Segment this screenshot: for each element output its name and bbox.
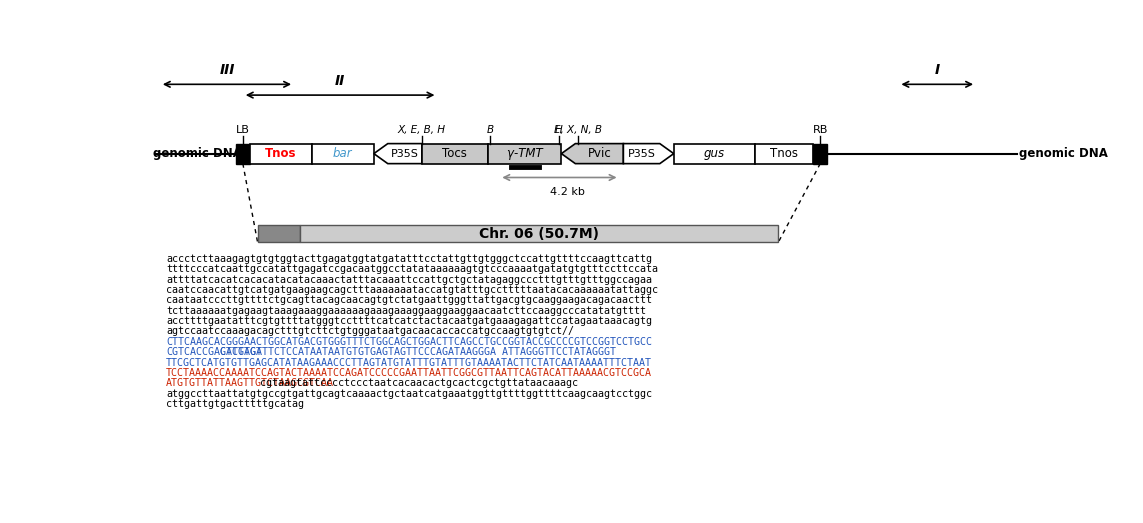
Text: Tocs: Tocs	[442, 147, 467, 160]
Bar	[756, 144, 814, 164]
Bar	[422, 144, 488, 164]
Text: P35S: P35S	[628, 149, 656, 158]
Text: CGTCACCGAGATTTGA: CGTCACCGAGATTTGA	[166, 347, 262, 357]
Text: Tnos: Tnos	[265, 147, 296, 160]
Bar	[814, 144, 828, 164]
Bar	[312, 144, 374, 164]
Bar	[301, 225, 778, 242]
Text: TCCTAAAACCAAAATCCAGTACTAAAATCCAGATCCCCCGAATTAATTCGGCGTTAATTCAGTACATTAAAAACGTCCGC: TCCTAAAACCAAAATCCAGTACTAAAATCCAGATCCCCCG…	[166, 368, 653, 378]
Text: caataatcccttgttttctgcagttacagcaacagtgtctatgaattgggttattgacgtgcaaggaagacagacaactt: caataatcccttgttttctgcagttacagcaacagtgtct…	[166, 295, 653, 305]
Text: E, X, N, B: E, X, N, B	[554, 125, 602, 135]
Text: RB: RB	[813, 125, 828, 135]
Text: II: II	[335, 74, 345, 88]
Text: 4.2 kb: 4.2 kb	[550, 187, 584, 197]
Bar	[250, 144, 312, 164]
Text: atggccttaattatgtgccgtgattgcagtcaaaactgctaatcatgaaatggttgttttggttttcaagcaagtcctgg: atggccttaattatgtgccgtgattgcagtcaaaactgct…	[166, 389, 653, 399]
Text: caatccaacattgtcatgatgaagaagcagctttaaaaaaataccatgtatttgcctttttaatacacaaaaaatattag: caatccaacattgtcatgatgaagaagcagctttaaaaaa…	[166, 285, 658, 295]
Text: X, E, B, H: X, E, B, H	[398, 125, 446, 135]
Text: attttatcacatcacacatacatacaaactatttacaaattccattgctgctatagaggccctttgtttgtttggccaga: attttatcacatcacacatacatacaaactatttacaaat…	[166, 275, 653, 285]
Polygon shape	[561, 144, 623, 164]
Text: Pvic: Pvic	[588, 147, 612, 160]
Text: LB: LB	[235, 125, 250, 135]
Text: bar: bar	[333, 147, 353, 160]
Text: tcttaaaaaatgagaagtaaagaaaggaaaaaagaaagaaaggaaggaaggaacaatcttccaaggcccatatatgtttt: tcttaaaaaatgagaagtaaagaaaggaaaaaagaaagaa…	[166, 306, 646, 316]
Polygon shape	[374, 144, 422, 164]
Text: accctcttaaagagtgtgtggtacttgagatggtatgatatttcctattgttgtgggctccattgttttccaagttcatt: accctcttaaagagtgtgtggtacttgagatggtatgata…	[166, 254, 653, 264]
Polygon shape	[623, 144, 673, 164]
Text: agtccaatccaaagacagctttgtcttctgtgggataatgacaacaccaccatgccaagtgtgtct//: agtccaatccaaagacagctttgtcttctgtgggataatg…	[166, 326, 574, 336]
Bar	[488, 144, 561, 164]
Text: ttttcccatcaattgccatattgagatccgacaatggcctatataaaaaagtgtcccaaaatgatatgtgtttccttcca: ttttcccatcaattgccatattgagatccgacaatggcct…	[166, 264, 658, 274]
Text: H: H	[555, 125, 562, 135]
Text: cgtaagtattcccctccctaatcacaacactgcactcgctgttataacaaagc: cgtaagtattcccctccctaatcacaacactgcactcgct…	[261, 379, 578, 389]
Text: P35S: P35S	[391, 149, 418, 158]
Text: gus: gus	[704, 147, 725, 160]
Bar	[673, 144, 756, 164]
Text: ATGTGTTATTAAGTTGTCTAAGCGTCAA: ATGTGTTATTAAGTTGTCTAAGCGTCAA	[166, 379, 334, 389]
Text: accttttgaatatttcgtgttttatgggtccttttcatcatctactacaatgatgaaagagattccatagaataaacagt: accttttgaatatttcgtgttttatgggtccttttcatca…	[166, 316, 653, 326]
Text: γ-​TMT: γ-​TMT	[506, 147, 543, 160]
Text: cttgattgtgactttttgcatag: cttgattgtgactttttgcatag	[166, 399, 304, 410]
Bar	[257, 225, 301, 242]
Bar	[235, 144, 250, 164]
Text: TTCGCTCATGTGTTGAGCATATAAGAAACCCTTAGTATGTATTTGTATTTGTAAAATACTTCTATCAATAAAATTTCTAA: TTCGCTCATGTGTTGAGCATATAAGAAACCCTTAGTATGT…	[166, 358, 653, 368]
Text: genomic DNA: genomic DNA	[153, 147, 242, 160]
Text: B: B	[487, 125, 494, 135]
Text: CTTCAAGCACGGGAACTGGCATGACGTGGGTTTCTGGCAGCTGGACTTCAGCCTGCCGGTACCGCCCCGTCCGGTCCTGC: CTTCAAGCACGGGAACTGGCATGACGTGGGTTTCTGGCAG…	[166, 337, 653, 347]
Text: III: III	[219, 63, 234, 77]
Text: Chr. 06 (50.7M): Chr. 06 (50.7M)	[479, 226, 599, 241]
Text: CTCGAGTTTCTCCATAATAATGTGTGAGTAGTTCCCAGATAAGGGA ATTAGGGTTCCTATAGGGT: CTCGAGTTTCTCCATAATAATGTGTGAGTAGTTCCCAGAT…	[219, 347, 616, 357]
Text: Tnos: Tnos	[770, 147, 798, 160]
Text: genomic DNA: genomic DNA	[1018, 147, 1108, 160]
Text: I: I	[935, 63, 940, 77]
